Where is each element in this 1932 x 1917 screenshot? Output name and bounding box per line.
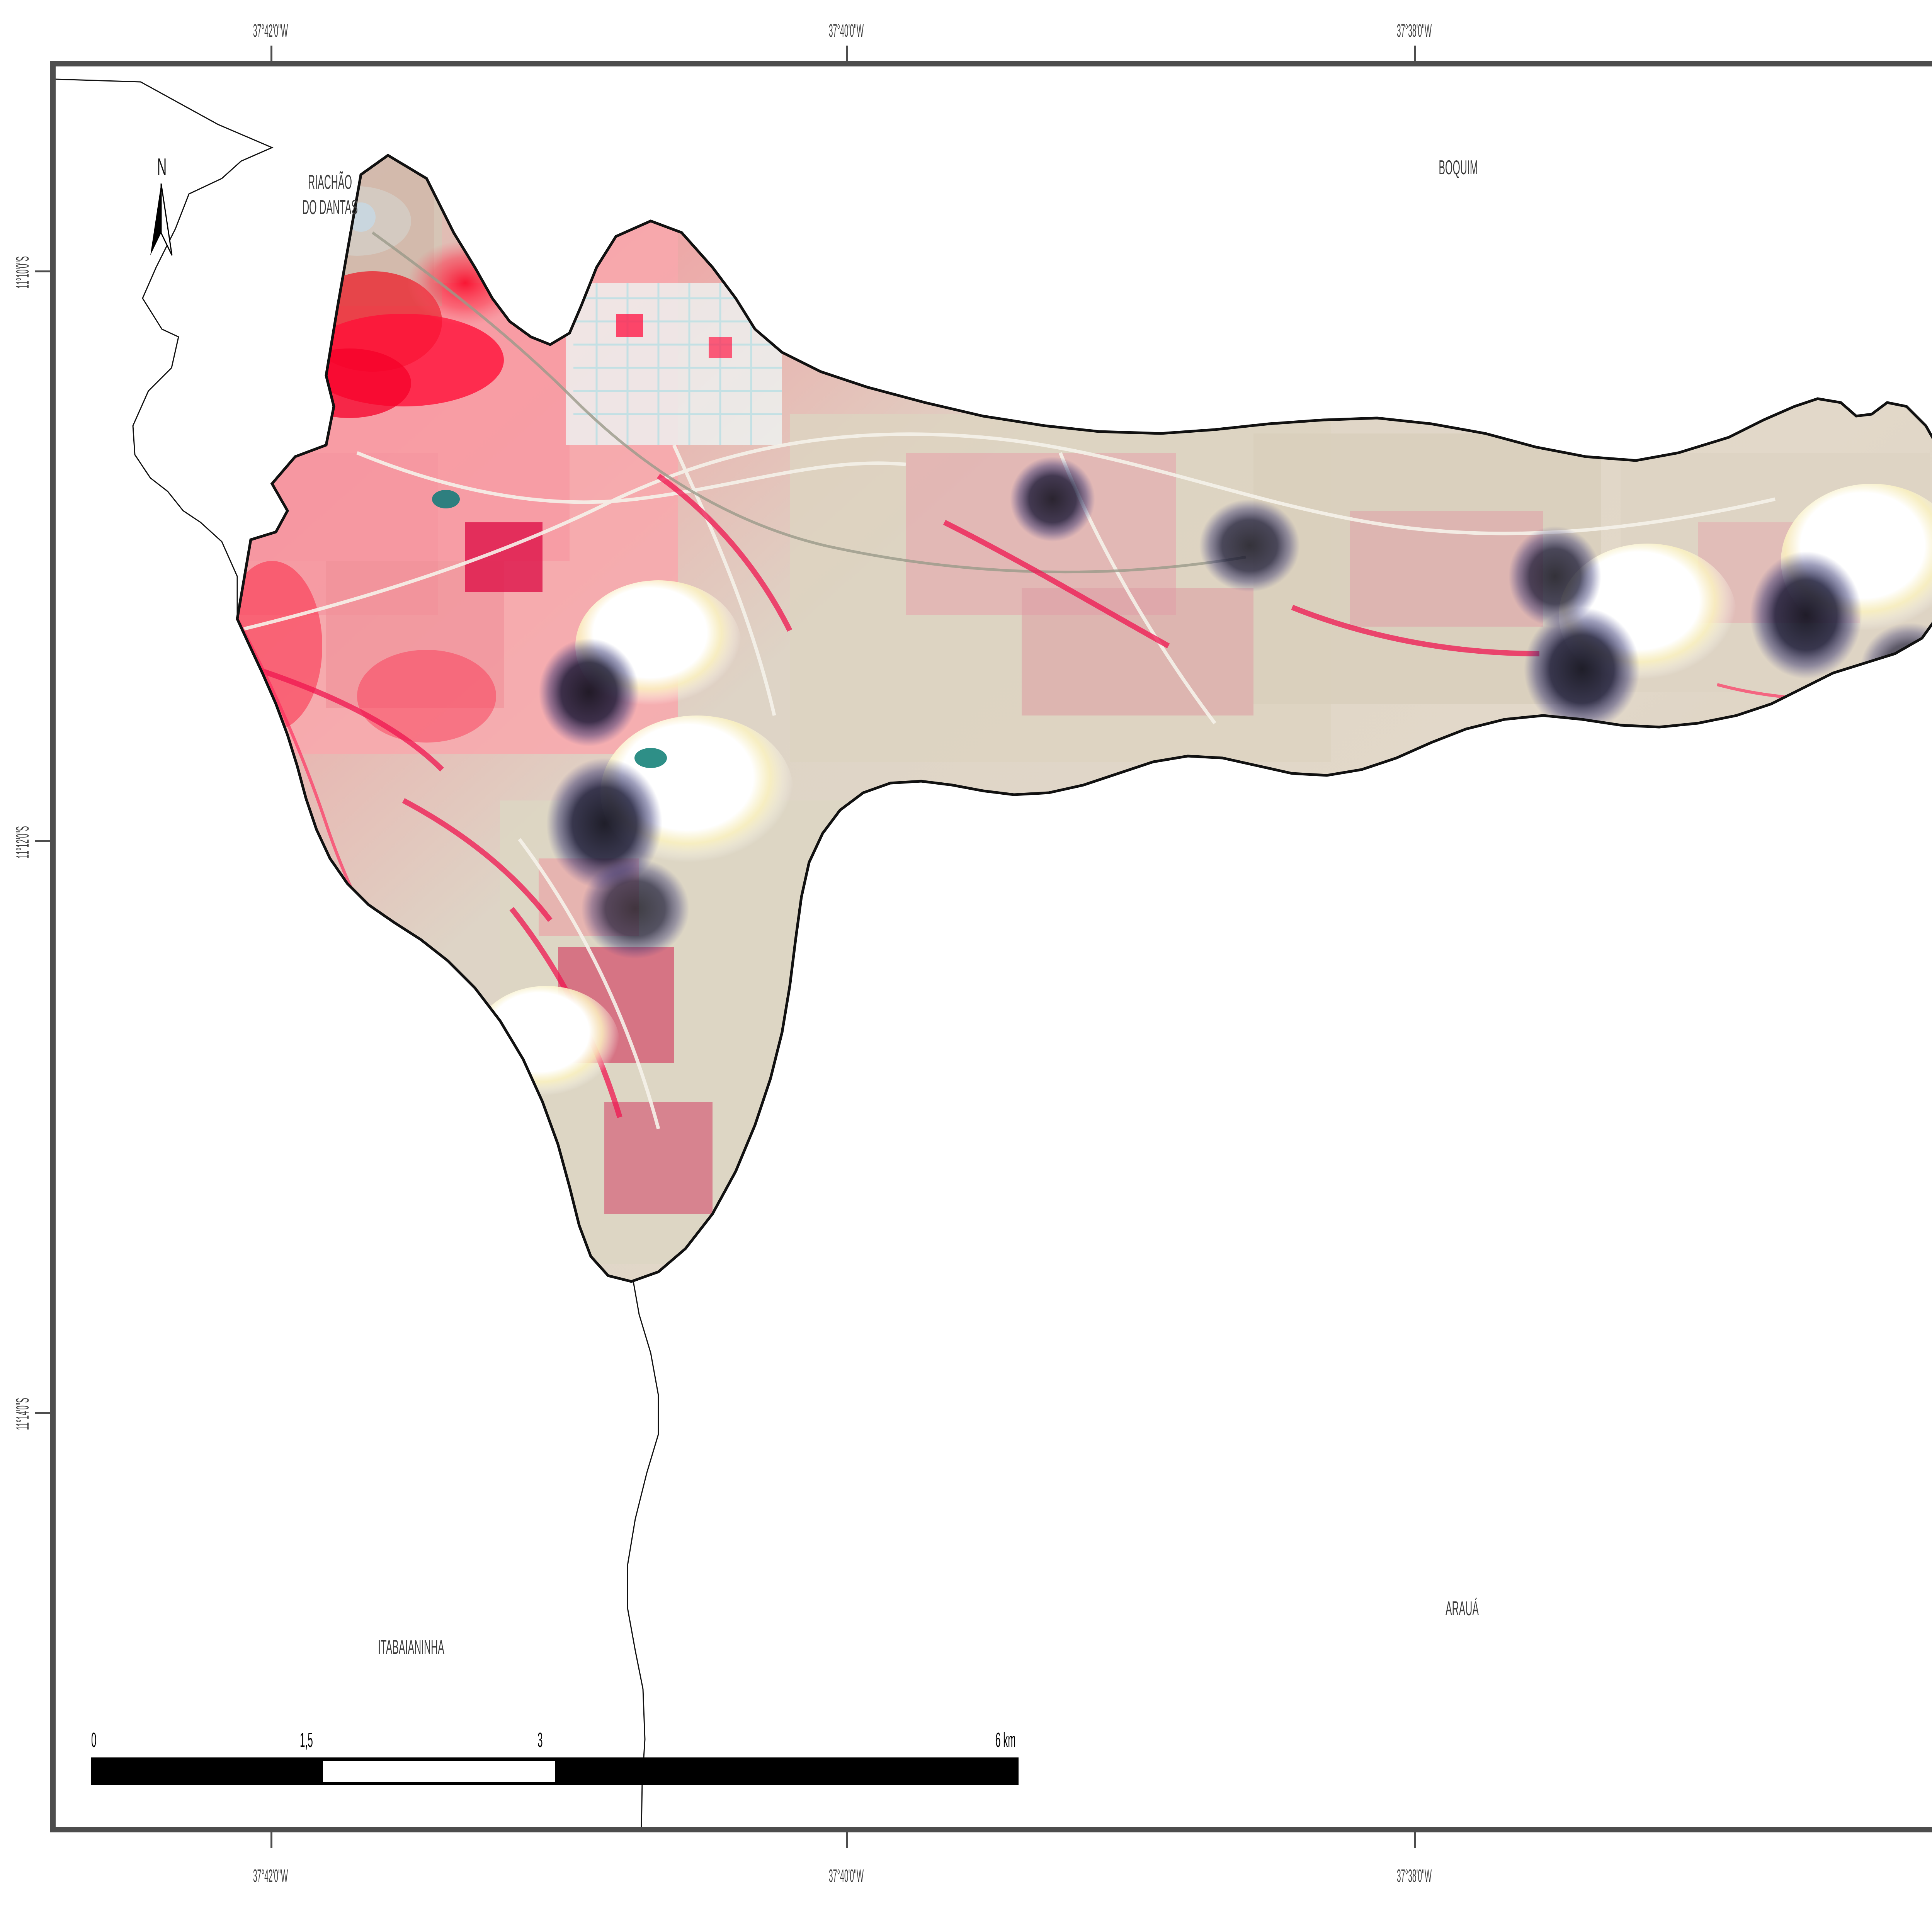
tick-top-3 (1414, 46, 1416, 61)
scale-bar-gap (323, 1761, 555, 1782)
graticule-label-bottom-2: 37°40'0"W (828, 1866, 864, 1886)
neighbor-boundary-lines (56, 78, 659, 1827)
tick-left-2 (35, 840, 51, 842)
scale-bar-fill (91, 1757, 1019, 1785)
scale-tick-2: 3 (537, 1728, 543, 1752)
tick-bottom-1 (270, 1832, 272, 1848)
municipal-boundary-outline (236, 153, 1932, 1283)
north-arrow: N (139, 153, 185, 256)
graticule-label-left-2: 11°12'0"S (12, 826, 32, 858)
scale-tick-3: 6 km (995, 1728, 1016, 1752)
graticule-label-top-3: 37°38'0"W (1396, 20, 1432, 41)
tick-top-1 (270, 46, 272, 61)
graticule-label-top-1: 37°42'0"W (253, 20, 288, 41)
satellite-raster (237, 155, 1932, 1281)
map-frame: N RIACHÃO DO DANTAS BOQUIM ARAUÁ ITABAIA… (50, 61, 1932, 1832)
north-letter: N (157, 154, 167, 180)
scale-tick-0: 0 (91, 1728, 97, 1752)
neighbor-label-araua: ARAUÁ (1446, 1598, 1479, 1620)
tick-top-2 (846, 46, 848, 61)
scale-bar: 0 1,5 3 6 km (91, 1712, 1019, 1785)
map-vector-layer (56, 78, 1932, 1827)
neighbor-label-riachao-do-dantas: RIACHÃO DO DANTAS (302, 171, 358, 219)
tick-bottom-2 (846, 1832, 848, 1848)
scale-tick-1: 1,5 (300, 1728, 313, 1752)
neighbor-label-boquim: BOQUIM (1439, 156, 1478, 179)
graticule-label-top-2: 37°40'0"W (828, 20, 864, 41)
graticule-label-left-3: 11°14'0"S (12, 1398, 32, 1430)
graticule-label-bottom-3: 37°38'0"W (1396, 1866, 1432, 1886)
graticule-label-bottom-1: 37°42'0"W (253, 1866, 288, 1886)
tick-left-1 (35, 270, 51, 272)
tick-bottom-3 (1414, 1832, 1416, 1848)
graticule-label-left-1: 11°10'0"S (12, 256, 32, 289)
map-canvas: N RIACHÃO DO DANTAS BOQUIM ARAUÁ ITABAIA… (56, 66, 1932, 1827)
neighbor-label-itabaianinha: ITABAIANINHA (378, 1636, 444, 1659)
tick-left-3 (35, 1412, 51, 1414)
